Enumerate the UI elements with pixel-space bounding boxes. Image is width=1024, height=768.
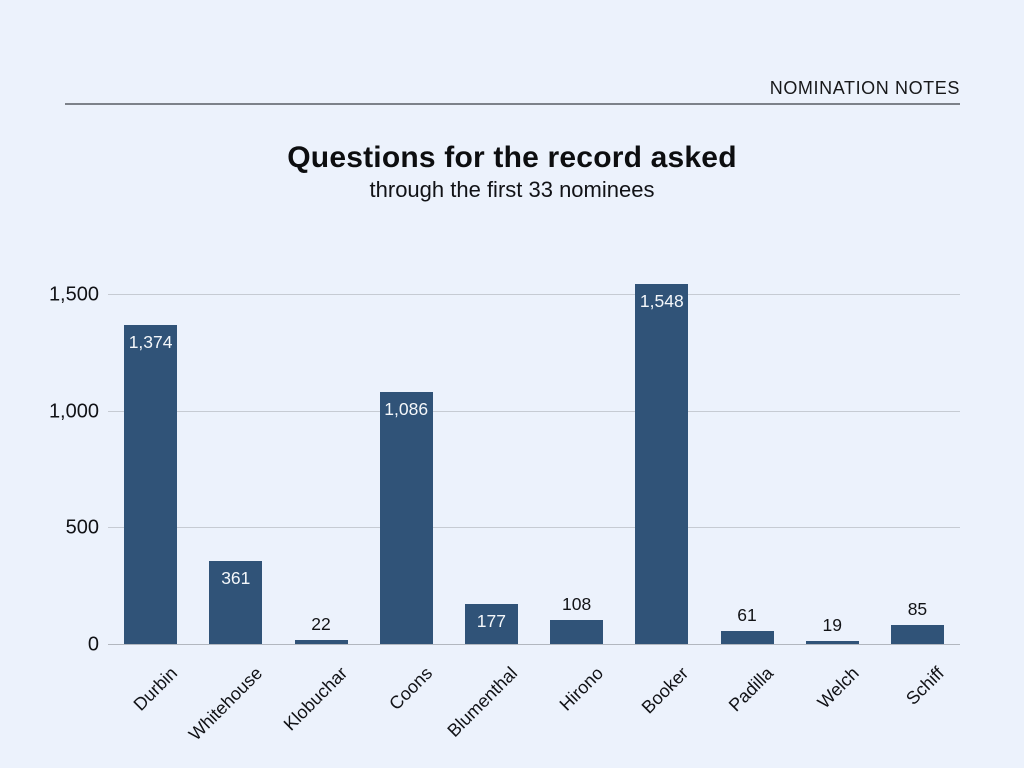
x-axis-label-durbin: Durbin	[129, 663, 181, 715]
bar-coons: 1,086	[379, 391, 433, 645]
y-tick-label-0: 0	[87, 633, 99, 656]
y-tick-label-500: 500	[65, 516, 99, 539]
value-label-padilla: 61	[737, 604, 757, 625]
gridline-1500	[108, 294, 960, 296]
bar-whitehouse: 361	[209, 560, 263, 645]
x-axis-label-welch: Welch	[813, 663, 863, 713]
x-axis-line	[108, 644, 960, 645]
header-rule: NOMINATION NOTES	[65, 78, 960, 105]
x-axis-label-klobuchar: Klobuchar	[279, 663, 352, 735]
bar-klobuchar: 22	[294, 614, 348, 645]
value-label-coons: 1,086	[384, 398, 429, 419]
x-axis-label-booker: Booker	[637, 663, 692, 718]
bar-hirono: 108	[550, 594, 604, 645]
chart-subtitle: through the first 33 nominees	[369, 177, 655, 202]
x-axis-label-whitehouse: Whitehouse	[184, 663, 266, 745]
x-axis-label-coons: Coons	[385, 663, 437, 714]
y-tick-label-1500: 1,500	[48, 283, 99, 306]
y-tick-label-1000: 1,000	[48, 400, 99, 423]
bar-padilla: 61	[720, 605, 774, 645]
gridline-500	[108, 527, 960, 529]
x-axis-label-hirono: Hirono	[555, 663, 607, 715]
value-label-whitehouse: 361	[221, 567, 251, 588]
value-label-blumenthal: 177	[476, 610, 506, 631]
bar-welch: 19	[805, 615, 859, 645]
bar-booker: 1,548	[635, 284, 689, 645]
bar-slot-padilla: 61 Padilla	[704, 272, 789, 715]
bar-blumenthal: 177	[464, 603, 518, 645]
value-label-hirono: 108	[562, 593, 592, 614]
bar-slot-blumenthal: 177 Blumenthal	[444, 272, 534, 741]
bars-container: 1,374 Durbin 361 Whitehouse 22 Klobuchar 1,086…	[108, 272, 960, 744]
bar-durbin: 1,374	[124, 324, 178, 645]
bar-slot-schiff: 85 Schiff	[875, 272, 960, 709]
bar-slot-hirono: 108 Hirono	[534, 272, 619, 715]
value-label-booker: 1,548	[639, 291, 684, 312]
bar-slot-coons: 1,086 Coons	[364, 272, 449, 714]
x-axis-label-padilla: Padilla	[724, 663, 778, 716]
bar-slot-klobuchar: 22 Klobuchar	[278, 272, 363, 735]
bar-slot-welch: 19 Welch	[790, 272, 875, 712]
value-label-durbin: 1,374	[128, 331, 173, 352]
brand-label: NOMINATION NOTES	[769, 78, 960, 98]
bar-slot-booker: 1,548 Booker	[619, 272, 704, 717]
gridline-1000	[108, 410, 960, 412]
plot-area: 0 500 1,000 1,500 1,374 Durbin 361 Whitehouse 22…	[49, 272, 960, 744]
value-label-schiff: 85	[907, 599, 928, 620]
x-axis-label-blumenthal: Blumenthal	[443, 663, 522, 741]
x-axis-label-schiff: Schiff	[901, 663, 948, 709]
value-label-welch: 19	[822, 614, 842, 635]
bar-slot-durbin: 1,374 Durbin	[108, 272, 193, 715]
value-label-klobuchar: 22	[311, 613, 331, 634]
bar-slot-whitehouse: 361 Whitehouse	[185, 272, 278, 744]
chart-title: Questions for the record asked	[287, 141, 737, 174]
bar-schiff: 85	[890, 599, 944, 645]
